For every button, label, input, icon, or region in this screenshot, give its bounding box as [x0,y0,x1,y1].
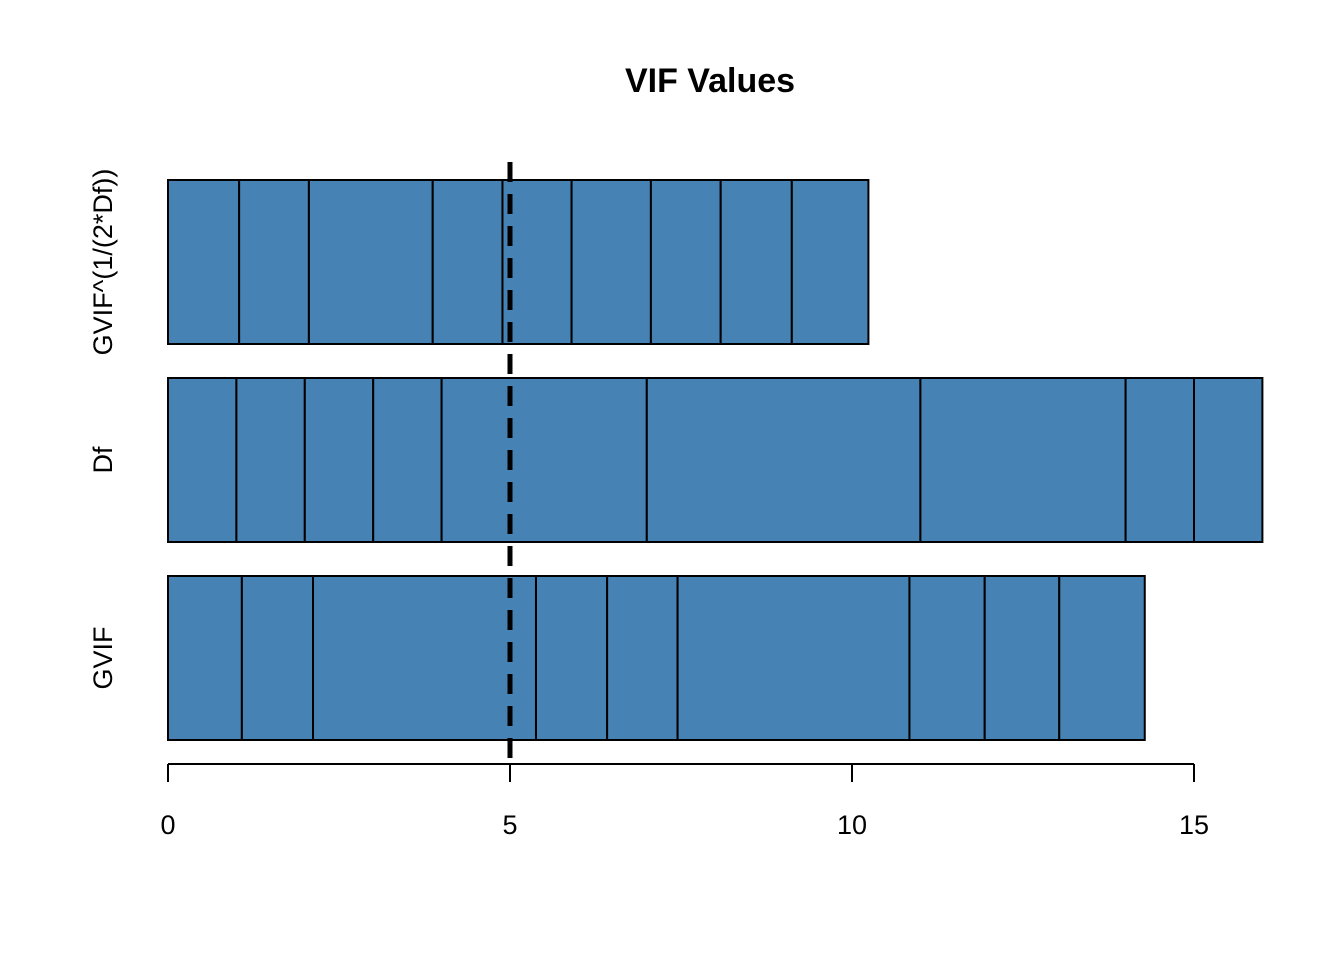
bar-segment-2-4 [372,377,443,543]
bar-segment-3-9 [790,179,870,345]
bar-segment-1-2 [240,575,315,741]
bar-segment-1-6 [676,575,911,741]
category-label-1: GVIF [88,626,118,689]
bar-segment-2-3 [303,377,375,543]
category-labels: GVIF Df GVIF^(1/(2*Df)) [88,169,118,690]
bar-segment-2-9 [1193,377,1264,543]
bar-segment-2-6 [645,377,922,543]
bar-segment-3-6 [570,179,652,345]
bar-segment-1-1 [167,575,243,741]
bar-segment-2-5 [440,377,648,543]
x-axis: 0 5 10 15 [160,763,1209,840]
category-label-3: GVIF^(1/(2*Df)) [88,169,118,356]
bar-segment-1-4 [534,575,609,741]
x-tick-label-5: 5 [502,810,517,840]
x-tick-label-15: 15 [1179,810,1209,840]
bars-group [167,179,1264,741]
bar-segment-1-9 [1058,575,1146,741]
bar-segment-1-3 [312,575,537,741]
bar-segment-1-8 [983,575,1061,741]
bar-segment-1-7 [908,575,986,741]
bar-segment-3-4 [431,179,504,345]
bar-segment-3-2 [238,179,310,345]
bar-segment-3-3 [307,179,434,345]
bar-segment-2-2 [235,377,306,543]
bar-segment-2-7 [919,377,1127,543]
bar-segment-1-5 [606,575,679,741]
bar-segment-2-1 [167,377,238,543]
bar-segment-2-8 [1124,377,1195,543]
x-tick-label-10: 10 [837,810,867,840]
chart-title: VIF Values [625,62,795,100]
bar-segment-3-1 [167,179,241,345]
bar-segment-3-7 [649,179,722,345]
x-tick-label-0: 0 [160,810,175,840]
category-label-2: Df [88,446,118,473]
bar-segment-3-5 [501,179,573,345]
bar-segment-3-8 [719,179,793,345]
